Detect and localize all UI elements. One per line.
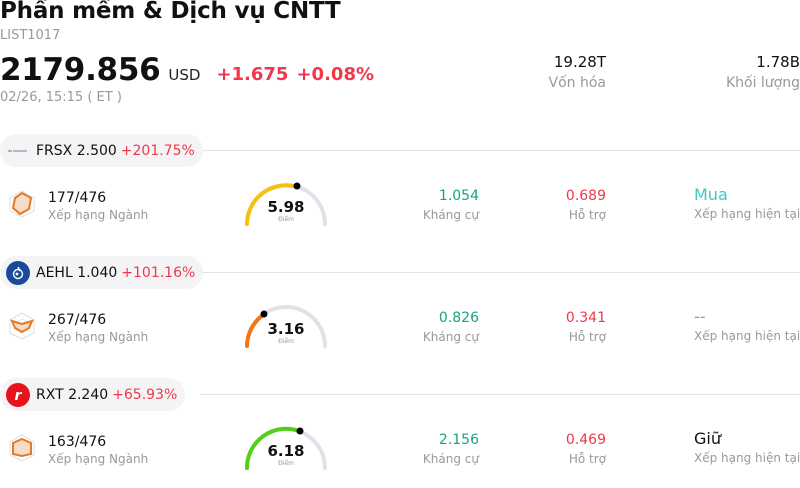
gauge-arc-icon <box>244 426 327 470</box>
resistance-label: Kháng cự <box>422 452 479 466</box>
radar-chart-icon <box>9 190 35 218</box>
price-change-pct: +0.08% <box>296 64 374 85</box>
stock-ticker: AEHL 1.040 <box>36 264 118 281</box>
market-cap-label: Vốn hóa <box>548 75 606 91</box>
gauge-arc-icon <box>245 305 327 348</box>
rating-label: Xếp hạng hiện tại <box>694 207 800 221</box>
support-label: Hỗ trợ <box>568 452 606 466</box>
radar-chart-icon <box>9 434 35 462</box>
score-label: Điểm <box>278 338 294 345</box>
resistance: 0.826 Kháng cự <box>423 310 479 344</box>
score-value: 5.98 <box>267 198 305 216</box>
stock-section-frsx: FRSX 2.500 +201.75% 177/476 Xếp hạng Ngà… <box>0 134 800 256</box>
rating-label: Xếp hạng hiện tại <box>694 451 800 465</box>
support: 0.689 Hỗ trợ <box>566 188 606 222</box>
currency: USD <box>168 66 201 84</box>
industry-rank-value: 177/476 <box>48 190 107 206</box>
rating-value: Giữ <box>694 429 721 448</box>
support: 0.341 Hỗ trợ <box>566 310 606 344</box>
support-value: 0.341 <box>565 310 606 326</box>
resistance: 1.054 Kháng cự <box>423 188 479 222</box>
stock-section-rxt: r RXT 2.240 +65.93% 163/476 Xếp hạng Ngà… <box>0 378 800 488</box>
price-row: 2179.856 USD +1.675 +0.08% <box>0 52 374 88</box>
stock-pill-frsx[interactable]: FRSX 2.500 +201.75% <box>0 134 203 167</box>
stock-section-aehl: AEHL 1.040 +101.16% 267/476 Xếp hạng Ngà… <box>0 256 800 378</box>
divider <box>200 394 800 395</box>
market-cap-value: 19.28T <box>553 53 606 71</box>
industry-rank-value: 267/476 <box>48 312 107 328</box>
rating-value: -- <box>694 307 706 326</box>
volume-label: Khối lượng <box>725 75 800 91</box>
current-price: 2179.856 <box>0 52 161 88</box>
score-label: Điểm <box>278 216 294 223</box>
rackspace-logo-icon: r <box>6 382 30 407</box>
industry-rank-label: Xếp hạng Ngành <box>48 330 149 344</box>
industry-rank-label: Xếp hạng Ngành <box>48 452 149 466</box>
rating-label: Xếp hạng hiện tại <box>694 329 800 343</box>
resistance-value: 0.826 <box>438 310 479 326</box>
score-gauge: 3.16 Điểm <box>243 299 329 349</box>
resistance-value: 2.156 <box>438 432 479 448</box>
divider <box>200 150 800 151</box>
score-gauge: 5.98 Điểm <box>243 177 329 227</box>
stock-ticker: RXT 2.240 <box>36 386 109 403</box>
stock-pill-rxt[interactable]: r RXT 2.240 +65.93% <box>0 378 186 411</box>
industry-rank: 267/476 Xếp hạng Ngành <box>48 312 148 344</box>
current-rating: Mua Xếp hạng hiện tại <box>694 185 800 221</box>
rating-value: Mua <box>694 185 728 204</box>
support: 0.469 Hỗ trợ <box>566 432 606 466</box>
divider <box>200 272 800 273</box>
support-label: Hỗ trợ <box>568 330 606 344</box>
aehl-logo-icon <box>6 260 30 285</box>
radar-chart-icon <box>9 312 35 340</box>
price-change: +1.675 <box>216 64 289 85</box>
score-label: Điểm <box>278 460 294 467</box>
industry-rank: 163/476 Xếp hạng Ngành <box>48 434 148 466</box>
resistance-label: Kháng cự <box>422 330 479 344</box>
stock-pill-aehl[interactable]: AEHL 1.040 +101.16% <box>0 256 204 289</box>
market-cap-stat: 19.28T Vốn hóa <box>549 53 606 91</box>
stock-ticker: FRSX 2.500 <box>36 142 117 159</box>
industry-rank: 177/476 Xếp hạng Ngành <box>48 190 148 222</box>
stock-change-pct: +101.16% <box>121 264 196 281</box>
industry-rank-value: 163/476 <box>48 434 107 450</box>
stock-change-pct: +65.93% <box>112 386 178 403</box>
stock-change-pct: +201.75% <box>120 142 195 159</box>
support-label: Hỗ trợ <box>568 208 606 222</box>
timestamp: 02/26, 15:15 ( ET ) <box>0 90 122 105</box>
resistance-value: 1.054 <box>438 188 479 204</box>
gauge-arc-icon <box>245 182 327 226</box>
score-value: 6.18 <box>267 442 305 460</box>
industry-rank-label: Xếp hạng Ngành <box>48 208 149 222</box>
volume-stat: 1.78B Khối lượng <box>726 53 800 91</box>
resistance-label: Kháng cự <box>422 208 479 222</box>
score-value: 3.16 <box>267 320 305 338</box>
volume-value: 1.78B <box>756 53 800 71</box>
current-rating: Giữ Xếp hạng hiện tại <box>694 429 800 465</box>
svg-text:r: r <box>15 388 23 403</box>
score-gauge: 6.18 Điểm <box>243 421 329 471</box>
foresight-logo-icon <box>6 139 30 163</box>
index-code: LIST1017 <box>0 28 61 43</box>
support-value: 0.689 <box>565 188 606 204</box>
support-value: 0.469 <box>565 432 606 448</box>
current-rating: -- Xếp hạng hiện tại <box>694 307 800 343</box>
resistance: 2.156 Kháng cự <box>423 432 479 466</box>
page-title: Phần mềm & Dịch vụ CNTT <box>0 0 341 24</box>
